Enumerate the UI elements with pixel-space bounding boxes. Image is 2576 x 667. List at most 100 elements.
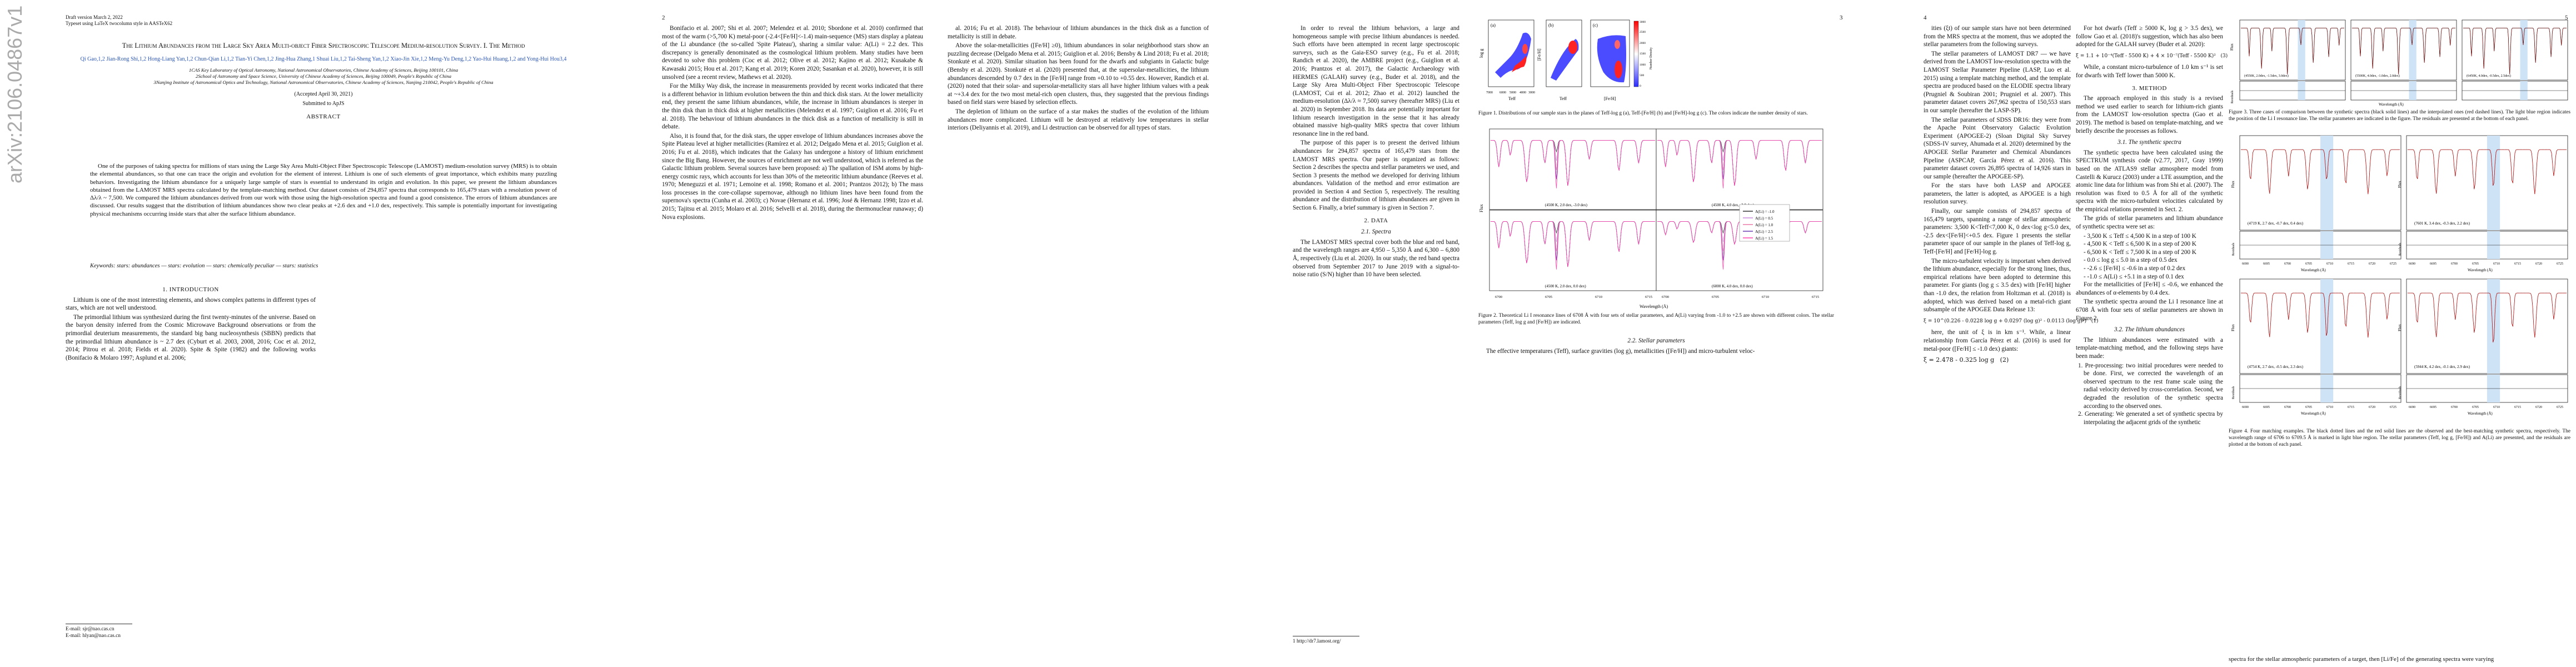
equation-1: ξ = 10^(0.226 - 0.0228 log g + 0.0297 (l… — [1924, 318, 2099, 324]
equation-2: ξ = 2.478 - 0.325 log g (2) — [1924, 356, 2009, 364]
page-number: 2 — [662, 14, 665, 21]
intro-heading: 1. INTRODUCTION — [162, 286, 219, 293]
grid-item: - -1.0 ≤ A(Li) ≤ +5.1 in a step of 0.1 d… — [2084, 273, 2184, 280]
li-line-band — [2320, 136, 2334, 230]
page4-paragraph-15: The lithium abundances were estimated wi… — [2076, 336, 2223, 360]
page4-paragraph-7: here, the unit of ξ is in km s⁻¹. While,… — [1924, 329, 2071, 352]
page4-paragraph-2: The stellar parameters of LAMOST DR7 — w… — [1924, 50, 2071, 114]
figure-4-xlabel: Wavelength (Å) — [2468, 411, 2493, 416]
page-3: 3 (a) log g Teff 7000 60 — [1262, 0, 1888, 667]
figure-4-residual-label: Residuals — [2399, 242, 2402, 256]
figure-2-xtick: 6715 — [1645, 295, 1652, 299]
page4-paragraph-8: For hot dwarfs (Teff ≥ 5000 K, log g > 3… — [2076, 25, 2223, 48]
figure-1-panel-b-ylabel: [Fe/H] — [1537, 48, 1542, 61]
figure-2-legend-label: A(Li) = 1.0 — [1755, 223, 1773, 227]
figure-4-xlabel: Wavelength (Å) — [2468, 268, 2493, 272]
figure-4-xtick: 6715 — [2348, 262, 2354, 266]
grid-item: - 3,500 K ≤ Teff ≤ 4,500 K in a step of … — [2084, 232, 2196, 240]
figure-4-xtick: 6725 — [2390, 406, 2396, 409]
synthetic-line — [2241, 149, 2400, 195]
stellar-parameters-heading: 2.2. Stellar parameters — [1627, 337, 1685, 344]
figure-3: Flux Residuals (4550K, 2.0dex, -1.5dex, … — [2230, 19, 2568, 107]
figure-4-xtick: 6690 — [2409, 262, 2415, 266]
page-number: 4 — [1924, 14, 1927, 21]
page4-right-column: For hot dwarfs (Teff ≥ 5000 K, log g > 3… — [2076, 24, 2228, 426]
figure-4-xtick: 6700 — [2284, 406, 2291, 409]
synthetic-line — [2241, 292, 2400, 338]
page4-paragraph-4: For the stars have both LASP and APOGEE … — [1924, 182, 2071, 206]
figure-2: Flux (4500 K, 2.0 dex, -3.0 dex) (4500 K,… — [1479, 128, 1823, 309]
affiliation-3: 3Nanjing Institute of Astronomical Optic… — [153, 79, 494, 85]
equation-3: ξ = 1.1 + 10⁻⁴(Teff - 5500 K) + 4 × 10⁻⁷… — [2076, 53, 2228, 59]
method-heading: 3. METHOD — [2132, 84, 2167, 92]
li-line-band — [2487, 136, 2500, 230]
accepted-date: (Accepted April 30, 2021) — [294, 91, 353, 97]
figure-2-xtick: 6700 — [1662, 295, 1669, 299]
figure-1-panel-b-xlabel: Teff — [1559, 96, 1567, 101]
figure-4-ylabel: Flux — [2398, 181, 2402, 188]
page4-paragraph-10: The approach employed in this study is a… — [2076, 95, 2223, 135]
figure-4-xtick: 6710 — [2326, 406, 2333, 409]
figure-4-xtick: 6720 — [2369, 406, 2375, 409]
figure-1-colorbar: 0 500 1000 1500 2000 2500 3000 Number De… — [1633, 21, 1653, 88]
li-line-band — [2487, 279, 2500, 374]
interpolated-line — [2240, 28, 2344, 74]
figure-2-xtick: 6705 — [1545, 295, 1552, 299]
figure-2-series-line — [1490, 221, 1655, 270]
page2-paragraph-6: The depletion of lithium on the surface … — [948, 108, 1209, 132]
figure-2-xtick: 6710 — [1762, 295, 1769, 299]
page4-paragraph-6: The micro-turbulent velocity is importan… — [1924, 257, 2071, 313]
figure-3-panel-params: (4550K, 2.0dex, -1.5dex, 3.0dex) — [2244, 74, 2289, 78]
interpolated-line — [2463, 28, 2567, 74]
title-block: The Lithium Abundances from the Large Sk… — [66, 41, 581, 120]
abstract-text: One of the purposes of taking spectra fo… — [90, 163, 557, 217]
figure-4-xtick: 6700 — [2451, 262, 2458, 266]
figure-2-ylabel: Flux — [1479, 204, 1484, 212]
affiliations: 1CAS Key Laboratory of Optical Astronomy… — [66, 67, 581, 86]
figure-3-panel: (6450K, 4.0dex, -0.5dex, 2.5dex) — [2462, 19, 2568, 101]
page3-right-column: 2.2. Stellar parameters The effective te… — [1478, 334, 1834, 356]
page2-paragraph-4: al. 2016; Fu et al. 2018). The behaviour… — [948, 25, 1209, 40]
figure-4-xtick: 6710 — [2326, 262, 2333, 266]
figure-4-xtick: 6715 — [2348, 406, 2354, 409]
figure-4-xtick: 6710 — [2493, 262, 2500, 266]
abstract-heading: ABSTRACT — [306, 113, 341, 120]
figure-4: (4719 K, 2.7 dex, -0.7 dex, 0.4 dex) 6690… — [2231, 135, 2568, 416]
figure-4-panel-params: (4719 K, 2.7 dex, -0.7 dex, 0.4 dex) — [2248, 221, 2304, 226]
figure-3-panel-params: (5500K, 4.0dex, -1.0dex, 2.0dex) — [2355, 74, 2400, 78]
lithium-abundances-heading: 3.2. The lithium abundances — [2114, 326, 2185, 334]
keywords: Keywords: stars: abundances — stars: evo… — [90, 263, 318, 269]
figure-1-panel-a-xtick: 6000 — [1499, 91, 1506, 94]
step-2: 2. Generating: We generated a set of syn… — [2078, 411, 2223, 426]
colorbar-tick: 3000 — [1640, 21, 1646, 24]
figure-2-panel-params: (4500 K, 2.0 dex, -3.0 dex) — [1545, 203, 1588, 207]
figure-4-xtick: 6720 — [2535, 262, 2542, 266]
footnote-url: 1 http://dr7.lamost.org/ — [1293, 639, 1341, 644]
figure-4-xtick: 6705 — [2472, 262, 2479, 266]
figure-3-ylabel: Flux — [2230, 43, 2234, 51]
colorbar-tick: 1000 — [1640, 63, 1646, 67]
figure-4-ylabel: Flux — [2231, 181, 2235, 188]
figure-3-panel-params: (6450K, 4.0dex, -0.5dex, 2.5dex) — [2467, 74, 2511, 78]
figure-4-xlabel: Wavelength (Å) — [2301, 411, 2326, 416]
figure-2-panel-params: (4500 K, 2.0 dex, 0.0 dex) — [1545, 284, 1586, 288]
figure-1-panel-a-xtick: 4000 — [1519, 91, 1526, 94]
grid-list: - 3,500 K ≤ Teff ≤ 4,500 K in a step of … — [2076, 232, 2223, 281]
submitted-to: Submitted to ApJS — [302, 101, 345, 107]
draft-line: Draft version March 2, 2022 — [66, 14, 123, 20]
page1-footnotes: E-mail: sjr@nao.cas.cn E-mail: hlyan@nao… — [66, 621, 316, 639]
page3-paragraph-4: The effective temperatures (Teff), surfa… — [1486, 347, 1755, 355]
figure-4-xtick: 6720 — [2535, 406, 2542, 409]
figure-1-panel-b-label: (b) — [1548, 23, 1554, 28]
page3-footnote: 1 http://dr7.lamost.org/ — [1293, 634, 1459, 645]
figure-4-caption: Figure 4. Four matching examples. The bl… — [2229, 429, 2570, 447]
figure-1-panel-c: (c) [Fe/H] — [1590, 19, 1630, 101]
figure-2-panel: (6000 K, 4.0 dex, 0.0 dex) — [1656, 210, 1823, 291]
figure-1-panel-a-xlabel: Teff — [1508, 96, 1516, 101]
figure-4-xtick: 6695 — [2430, 262, 2437, 266]
page2-paragraph-3: Also, it is found that, for the disk sta… — [662, 132, 923, 221]
page-4: 4 ities (ξt) of our sample stars have no… — [1892, 0, 2576, 667]
page2-left-column: Bonifacio et al. 2007; Shi et al. 2007; … — [662, 24, 923, 222]
figure-4-panel: (4719 K, 2.7 dex, -0.7 dex, 0.4 dex) 6690… — [2231, 135, 2401, 272]
figure-2-xtick: 6715 — [1812, 295, 1819, 299]
